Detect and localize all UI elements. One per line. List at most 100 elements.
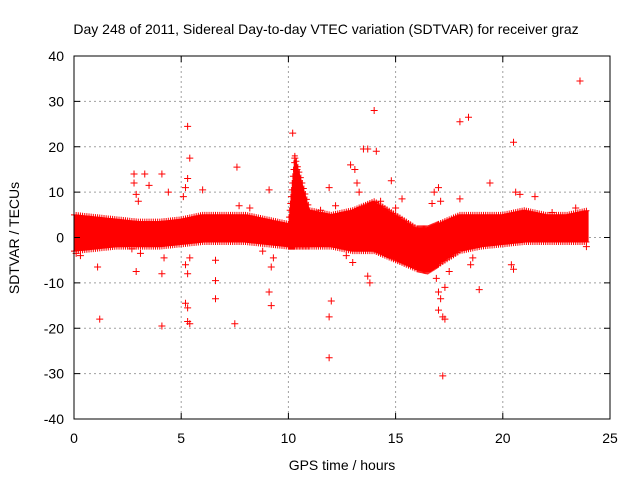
data-point	[96, 315, 104, 323]
data-point	[289, 129, 297, 137]
data-point	[186, 320, 194, 328]
data-point	[364, 145, 372, 153]
data-point	[510, 265, 518, 273]
data-point	[445, 268, 453, 276]
data-point	[145, 181, 153, 189]
band-edge-mark	[583, 207, 590, 214]
data-point	[269, 254, 277, 262]
data-point	[516, 190, 524, 198]
data-point	[349, 258, 357, 266]
band-edge-markers	[71, 152, 590, 275]
data-point	[267, 302, 275, 310]
data-point	[181, 299, 189, 307]
data-point	[437, 197, 445, 205]
data-point	[387, 177, 395, 185]
data-point	[160, 254, 168, 262]
data-point	[164, 188, 172, 196]
data-point	[332, 202, 340, 210]
x-tick-label: 0	[70, 430, 78, 446]
x-tick-label: 25	[602, 430, 618, 446]
y-tick-label: -10	[44, 275, 64, 291]
data-point	[134, 197, 142, 205]
data-point	[441, 315, 449, 323]
data-point	[130, 179, 138, 187]
data-point	[246, 204, 254, 212]
x-tick-labels: 0 5 10 15 20 25	[70, 430, 618, 446]
data-point	[430, 188, 438, 196]
data-point	[76, 252, 84, 260]
data-point	[158, 322, 166, 330]
y-tick-labels: -40 -30 -20 -10 0 10 20 30 40	[44, 48, 64, 427]
data-point	[351, 165, 359, 173]
data-point	[186, 154, 194, 162]
data-point	[158, 270, 166, 278]
band-edge-mark	[303, 196, 310, 203]
band-edge-mark	[305, 201, 312, 208]
data-points	[72, 77, 590, 380]
data-point	[467, 261, 475, 269]
data-point	[94, 263, 102, 271]
data-point	[434, 306, 442, 314]
data-point	[582, 243, 590, 251]
data-point	[132, 268, 140, 276]
band-edge-mark	[434, 262, 441, 269]
data-point	[486, 179, 494, 187]
y-tick-label: 0	[56, 230, 64, 246]
band-edge-mark	[289, 180, 296, 187]
y-tick-label: 20	[48, 139, 64, 155]
data-point	[372, 147, 380, 155]
data-point	[199, 186, 207, 194]
data-point	[265, 186, 273, 194]
x-tick-label: 10	[281, 430, 297, 446]
band-edge-mark	[287, 193, 294, 200]
data-point	[235, 202, 243, 210]
band-edge-mark	[285, 220, 292, 227]
data-point	[317, 206, 325, 214]
data-point	[548, 209, 556, 217]
data-point	[507, 261, 515, 269]
data-point	[327, 297, 335, 305]
data-point	[355, 188, 363, 196]
band-edge-mark	[302, 190, 309, 197]
data-point	[510, 138, 518, 146]
data-point	[293, 165, 301, 173]
data-point	[342, 252, 350, 260]
data-point	[267, 263, 275, 271]
data-point	[456, 118, 464, 126]
data-point	[212, 295, 220, 303]
chart-title: Day 248 of 2011, Sidereal Day-to-day VTE…	[73, 21, 578, 37]
data-point	[347, 161, 355, 169]
y-tick-label: -20	[44, 320, 64, 336]
dense-band-area	[74, 155, 589, 272]
data-point	[456, 195, 464, 203]
data-point	[439, 372, 447, 380]
data-point	[377, 197, 385, 205]
data-point	[464, 113, 472, 121]
data-point	[132, 190, 140, 198]
data-point	[184, 122, 192, 130]
axis-ticks	[73, 55, 611, 420]
data-point	[325, 184, 333, 192]
data-point	[130, 170, 138, 178]
band-edge-mark	[289, 173, 296, 180]
data-point	[233, 163, 241, 171]
data-point	[475, 286, 483, 294]
data-point	[212, 277, 220, 285]
data-point	[259, 247, 267, 255]
data-point	[325, 354, 333, 362]
data-point	[186, 254, 194, 262]
y-tick-label: 30	[48, 93, 64, 109]
data-point	[469, 254, 477, 262]
y-tick-label: -30	[44, 366, 64, 382]
band-edge-mark	[286, 214, 293, 221]
data-point	[184, 175, 192, 183]
data-point	[353, 179, 361, 187]
data-point	[437, 295, 445, 303]
data-point	[392, 204, 400, 212]
data-point	[295, 177, 303, 185]
data-point	[428, 199, 436, 207]
data-point	[128, 245, 136, 253]
data-point	[181, 184, 189, 192]
data-point	[576, 77, 584, 85]
